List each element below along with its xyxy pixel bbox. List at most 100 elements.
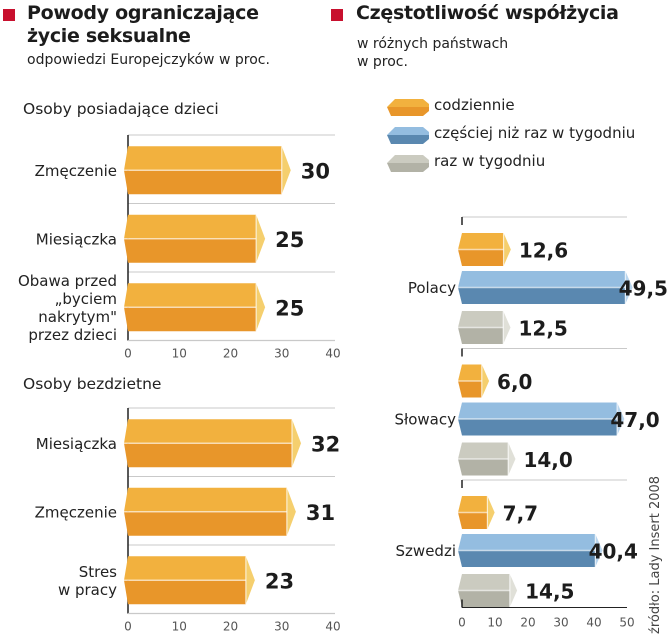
x-tick-label: 20	[223, 620, 238, 634]
category-label: w pracy	[58, 581, 117, 599]
x-tick-label: 20	[520, 616, 535, 630]
legend-swatch-daily-top	[387, 99, 429, 107]
right-chart-subtitle-line2: w proc.	[357, 54, 408, 70]
section-title-with-children: Osoby posiadające dzieci	[23, 100, 219, 118]
x-tick-label: 50	[619, 616, 634, 630]
bar-daily-0-top	[458, 233, 504, 250]
legend-swatch-weekly-front	[387, 163, 429, 172]
bar-0-front	[124, 170, 282, 195]
category-label: Zmęczenie	[35, 162, 117, 180]
bar-0-top	[124, 146, 282, 171]
bar-more_than_weekly-1-end	[617, 402, 625, 436]
bar-value-label: 31	[306, 501, 335, 525]
legend-label-weekly: raz w tygodniu	[434, 152, 546, 170]
chart-with-children: 0 10 20 30 40 30 Zmęczenie 25 Miesiączka 25 Obawa …	[18, 134, 340, 361]
legend-swatch-more-than-weekly-top	[387, 127, 429, 135]
chart-frequency: 12,6 49,5 12,5 Polacy 6,0 47,0 14,0 Słowacy 7,7 4…	[394, 216, 668, 630]
bar-1-top	[124, 487, 287, 512]
x-tick-label: 20	[223, 347, 238, 361]
bar-2-front	[124, 580, 246, 605]
left-chart-title-line2: życie seksualne	[27, 25, 191, 47]
bar-weekly-2-end	[509, 574, 518, 607]
bar-daily-2-top	[458, 496, 488, 513]
bar-2-top	[124, 556, 246, 581]
bar-daily-0-end	[503, 233, 511, 266]
bar-daily-1-front	[458, 381, 482, 398]
x-tick-label: 0	[124, 347, 132, 361]
legend-label-daily: codziennie	[434, 96, 515, 114]
bar-more_than_weekly-0-end	[625, 271, 633, 304]
left-title-marker	[3, 9, 15, 21]
category-label: Słowacy	[394, 411, 456, 429]
bar-1-end	[256, 214, 266, 263]
bar-daily-0-front	[458, 249, 504, 266]
bar-weekly-0-top	[458, 311, 504, 328]
x-tick-label: 40	[325, 347, 340, 361]
bar-2-front	[124, 307, 257, 332]
bar-value-label: 23	[265, 569, 294, 593]
bar-0-front	[124, 443, 292, 468]
category-label: Szwedzi	[396, 542, 456, 560]
bar-more_than_weekly-1-top	[458, 402, 618, 419]
bar-1-front	[124, 511, 287, 536]
x-tick-label: 0	[458, 616, 466, 630]
legend-label-more-than-weekly: częściej niż raz w tygodniu	[434, 124, 636, 142]
bar-more_than_weekly-0-front	[458, 287, 626, 304]
legend-swatch-more-than-weekly	[387, 127, 429, 144]
category-label: Miesiączka	[36, 230, 117, 248]
right-title-marker	[331, 9, 343, 21]
bar-more_than_weekly-2-end	[595, 534, 603, 567]
bar-0-end	[281, 146, 291, 195]
bar-2-end	[256, 283, 266, 332]
category-label: Miesiączka	[36, 435, 117, 453]
bar-value-label: 12,5	[519, 317, 568, 341]
bar-value-label: 12,6	[519, 239, 568, 263]
bar-weekly-1-front	[458, 459, 509, 476]
bar-more_than_weekly-1-front	[458, 419, 618, 436]
legend-swatch-weekly	[387, 155, 429, 172]
x-tick-label: 0	[124, 620, 132, 634]
category-label: Stres	[79, 563, 117, 581]
bar-value-label: 47,0	[610, 408, 659, 432]
legend-swatch-weekly-top	[387, 155, 429, 163]
bar-value-label: 40,4	[589, 540, 638, 564]
x-tick-label: 30	[274, 347, 289, 361]
x-tick-label: 10	[172, 620, 187, 634]
bar-1-front	[124, 238, 257, 263]
x-tick-label: 10	[487, 616, 502, 630]
left-chart-title-line1: Powody ograniczające	[27, 2, 259, 24]
category-label: Polacy	[408, 279, 456, 297]
category-label: Obawa przed	[18, 272, 117, 290]
left-chart-subtitle: odpowiedzi Europejczyków w proc.	[27, 52, 270, 68]
bar-weekly-0-front	[458, 327, 504, 344]
bar-daily-2-end	[487, 496, 495, 529]
bar-daily-1-top	[458, 364, 482, 381]
bar-2-end	[245, 556, 255, 605]
x-tick-label: 40	[325, 620, 340, 634]
bar-daily-2-front	[458, 512, 488, 529]
x-tick-label: 40	[586, 616, 601, 630]
bar-weekly-2-front	[458, 590, 510, 607]
legend-swatch-more-than-weekly-front	[387, 135, 429, 144]
bar-weekly-1-top	[458, 442, 509, 459]
legend-swatch-daily	[387, 99, 429, 116]
section-title-childless: Osoby bezdzietne	[23, 375, 162, 393]
bar-value-label: 14,5	[525, 580, 574, 604]
bar-value-label: 30	[301, 159, 330, 183]
category-label: nakrytym"	[38, 308, 117, 326]
bar-value-label: 6,0	[497, 370, 532, 394]
bar-value-label: 7,7	[503, 502, 538, 526]
bar-0-end	[292, 419, 301, 468]
x-tick-label: 10	[172, 347, 187, 361]
x-tick-label: 30	[553, 616, 568, 630]
category-label: Zmęczenie	[35, 503, 117, 521]
legend-swatch-daily-front	[387, 107, 429, 116]
bar-weekly-2-top	[458, 574, 510, 591]
bar-more_than_weekly-2-top	[458, 534, 596, 551]
bar-2-top	[124, 283, 257, 308]
bar-1-top	[124, 214, 257, 239]
bar-value-label: 49,5	[619, 277, 668, 301]
bar-more_than_weekly-2-front	[458, 550, 596, 567]
bar-weekly-1-end	[508, 442, 516, 476]
x-tick-label: 30	[274, 620, 289, 634]
